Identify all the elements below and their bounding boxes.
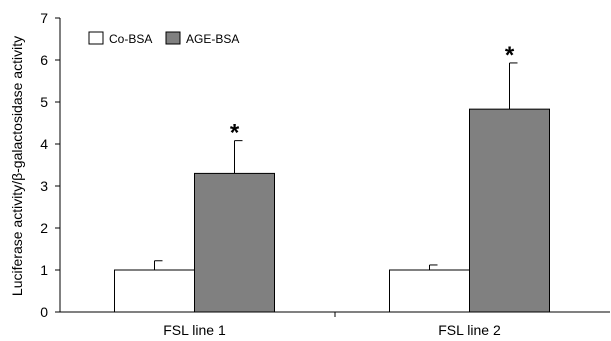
y-tick-label: 0 <box>40 304 48 320</box>
y-axis: 0 1 2 3 4 5 6 7 <box>40 10 61 320</box>
y-tick-label: 1 <box>40 262 48 278</box>
legend: Co-BSA AGE-BSA <box>88 31 239 46</box>
y-tick-label: 2 <box>40 220 48 236</box>
legend-swatch-co-bsa <box>88 31 104 45</box>
legend-swatch-age-bsa <box>165 31 181 45</box>
bars: ** <box>114 42 550 313</box>
y-tick-label: 3 <box>40 178 48 194</box>
bar-co-bsa-1 <box>114 269 195 313</box>
significance-marker: * <box>230 120 240 147</box>
y-tick-label: 5 <box>40 94 48 110</box>
legend-label-age-bsa: AGE-BSA <box>186 32 239 46</box>
legend-label-co-bsa: Co-BSA <box>109 32 152 46</box>
x-category-label: FSL line 2 <box>438 322 501 338</box>
y-tick-label: 6 <box>40 52 48 68</box>
x-category-label: FSL line 1 <box>163 322 226 338</box>
bar-age-bsa-2 <box>469 108 550 313</box>
bar-age-bsa-1 <box>194 172 275 313</box>
y-tick-label: 7 <box>40 10 48 26</box>
y-tick-label: 4 <box>40 136 48 152</box>
significance-marker: * <box>505 42 515 69</box>
x-axis: FSL line 1 FSL line 2 <box>60 311 610 338</box>
bar-co-bsa-2 <box>389 269 470 313</box>
y-axis-label: Luciferase activity/β-galactosidase acti… <box>9 36 25 296</box>
